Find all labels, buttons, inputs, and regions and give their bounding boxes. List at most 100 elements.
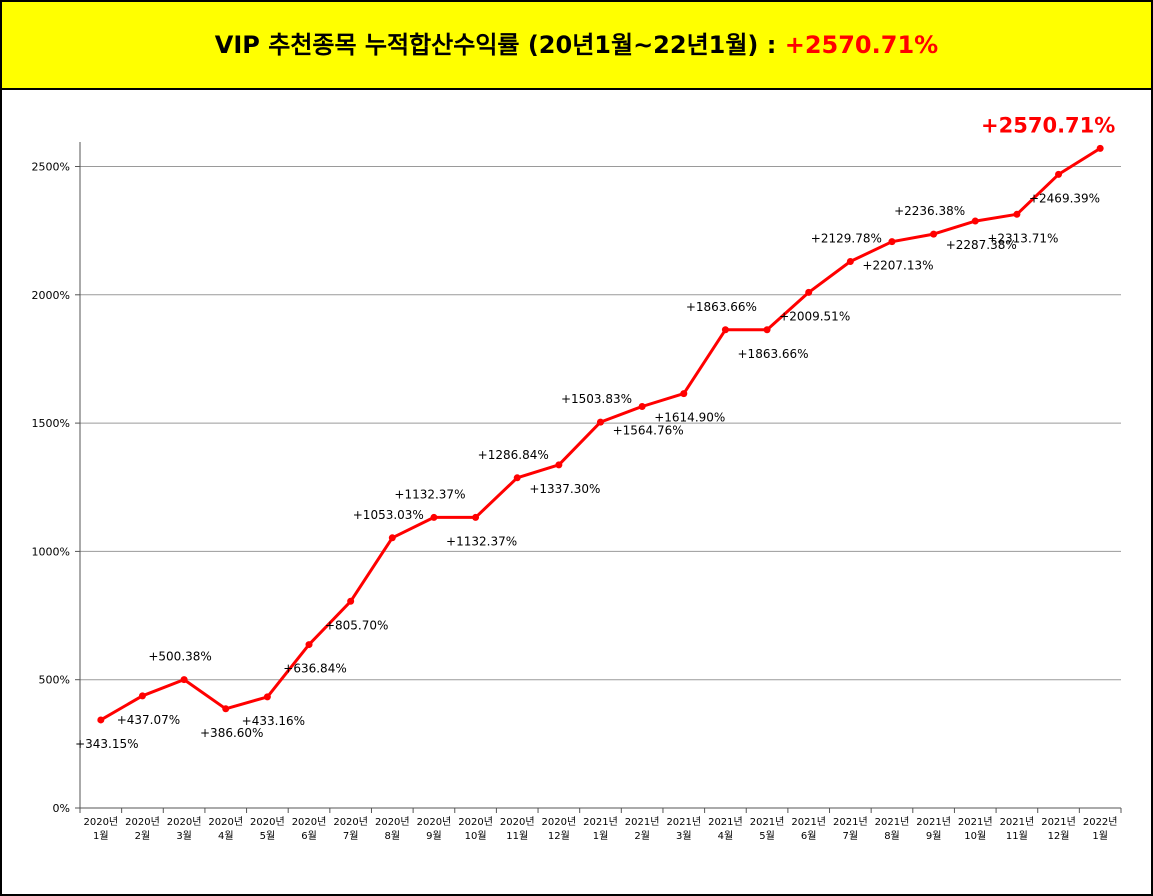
data-label: +2570.71%: [981, 113, 1115, 137]
x-tick-label-month: 6월: [801, 830, 817, 842]
x-tick-label-year: 2021년: [625, 816, 660, 828]
data-point: [180, 676, 188, 684]
y-tick-label: 1000%: [32, 545, 70, 558]
x-tick-label-month: 10월: [465, 830, 487, 842]
data-label: +805.70%: [325, 618, 388, 632]
x-tick-label-year: 2021년: [958, 816, 993, 828]
data-label: +1564.76%: [613, 423, 684, 437]
data-label: +2009.51%: [779, 309, 850, 323]
data-point: [430, 513, 438, 521]
chart-title: VIP 추천종목 누적합산수익률 (20년1월~22년1월) :: [214, 31, 785, 59]
x-tick-label-year: 2021년: [666, 816, 701, 828]
data-label: +1503.83%: [561, 392, 632, 406]
data-point: [1013, 210, 1021, 218]
data-point: [555, 461, 563, 469]
data-point: [97, 716, 105, 724]
data-point: [888, 238, 896, 246]
series-line: [100, 147, 1101, 722]
x-tick-label-month: 2월: [634, 830, 650, 842]
x-tick-label-month: 7월: [343, 830, 359, 842]
y-tick-label: 500%: [39, 674, 70, 687]
data-label: +1337.30%: [529, 482, 600, 496]
x-tick-label-month: 6월: [301, 830, 317, 842]
x-tick-label-month: 1월: [593, 830, 609, 842]
x-tick-label-month: 10월: [964, 830, 986, 842]
data-label: +1132.37%: [446, 534, 517, 548]
x-tick-label-year: 2020년: [250, 816, 285, 828]
data-point: [930, 230, 938, 238]
x-tick-label-year: 2021년: [875, 816, 910, 828]
x-tick-label-month: 4월: [218, 830, 234, 842]
data-label: +2129.78%: [811, 231, 882, 245]
x-tick-label-year: 2021년: [750, 816, 785, 828]
x-tick-label-year: 2020년: [208, 816, 243, 828]
x-tick-label-year: 2021년: [916, 816, 951, 828]
data-point: [846, 257, 854, 265]
x-tick-label-year: 2020년: [125, 816, 160, 828]
x-tick-label-year: 2020년: [500, 816, 535, 828]
data-point: [388, 534, 396, 542]
x-tick-label-month: 8월: [884, 830, 900, 842]
x-tick-label-month: 4월: [718, 830, 734, 842]
data-label: +1132.37%: [394, 487, 465, 501]
data-label: +2207.13%: [862, 259, 933, 273]
chart-header: VIP 추천종목 누적합산수익률 (20년1월~22년1월) : +2570.7…: [2, 2, 1151, 90]
data-label: +2236.38%: [894, 204, 965, 218]
data-point: [638, 402, 646, 410]
x-tick-label-month: 8월: [385, 830, 401, 842]
data-point: [971, 217, 979, 225]
data-point: [1096, 144, 1104, 152]
data-label: +1863.66%: [738, 347, 809, 361]
data-point: [597, 418, 604, 426]
data-label: +437.07%: [117, 713, 180, 727]
x-tick-label-year: 2021년: [791, 816, 826, 828]
x-tick-label-year: 2020년: [458, 816, 493, 828]
x-tick-label-year: 2020년: [542, 816, 577, 828]
x-tick-label-year: 2020년: [292, 816, 327, 828]
data-label: +386.60%: [200, 726, 263, 740]
data-point: [305, 641, 313, 649]
y-tick-label: 2500%: [32, 161, 70, 174]
data-label: +1863.66%: [686, 300, 757, 314]
x-tick-label-month: 12월: [548, 830, 570, 842]
x-tick-label-month: 2월: [135, 830, 151, 842]
x-tick-label-year: 2020년: [167, 816, 202, 828]
data-point: [805, 288, 813, 296]
y-tick-label: 2000%: [32, 289, 70, 302]
data-point: [763, 326, 771, 334]
x-tick-label-year: 2020년: [417, 816, 452, 828]
x-tick-label-month: 1월: [1092, 830, 1108, 842]
x-tick-label-month: 9월: [426, 830, 442, 842]
data-label: +2469.39%: [1029, 191, 1100, 205]
x-tick-label-month: 5월: [759, 830, 775, 842]
data-label: +2313.71%: [987, 231, 1058, 245]
x-tick-label-month: 11월: [506, 830, 528, 842]
data-point: [263, 693, 271, 701]
x-tick-label-month: 12월: [1048, 830, 1070, 842]
data-label: +1614.90%: [654, 411, 725, 425]
title-highlight-value: +2570.71%: [784, 31, 939, 59]
data-label: +1286.84%: [478, 448, 549, 462]
x-tick-label-year: 2021년: [708, 816, 743, 828]
data-point: [472, 513, 480, 521]
data-point: [513, 474, 521, 482]
x-tick-label-year: 2021년: [1000, 816, 1035, 828]
data-point: [347, 597, 355, 605]
data-label: +1053.03%: [353, 508, 424, 522]
x-tick-label-month: 3월: [176, 830, 192, 842]
x-tick-label-month: 3월: [676, 830, 692, 842]
data-label: +2287.38%: [946, 238, 1017, 252]
x-tick-label-month: 9월: [926, 830, 942, 842]
x-tick-label-year: 2020년: [83, 816, 118, 828]
data-label: +636.84%: [283, 662, 346, 676]
x-tick-label-month: 5월: [260, 830, 276, 842]
data-point: [721, 326, 729, 334]
data-label: +433.16%: [242, 714, 305, 728]
data-label: +500.38%: [148, 650, 211, 664]
data-point: [222, 705, 230, 713]
x-tick-label-year: 2020년: [333, 816, 368, 828]
y-tick-label: 0%: [53, 802, 70, 815]
x-tick-label-year: 2021년: [833, 816, 868, 828]
